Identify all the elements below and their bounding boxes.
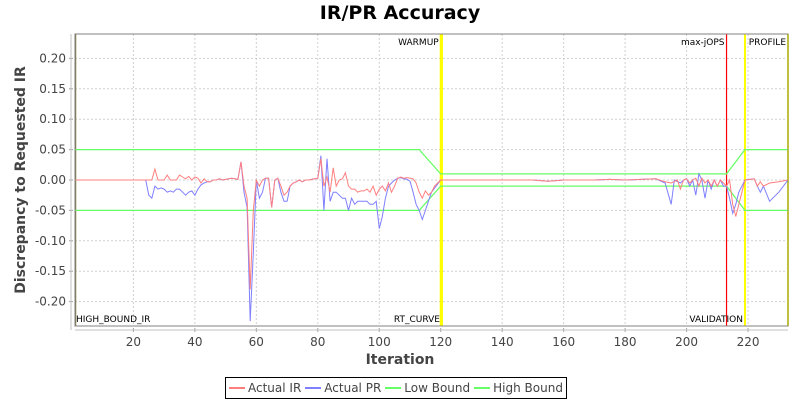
- marker-label: HIGH_BOUND_IR: [76, 315, 150, 325]
- y-tick-label: 0.10: [39, 112, 66, 126]
- legend-swatch-icon: [305, 387, 322, 389]
- y-tick-label: -0.05: [35, 203, 66, 217]
- x-tick-label: 160: [552, 335, 575, 349]
- x-tick-label: 80: [310, 335, 325, 349]
- y-tick-label: -0.20: [35, 295, 66, 309]
- y-tick-label: 0.05: [39, 143, 66, 157]
- legend-label: Low Bound: [404, 381, 471, 395]
- y-axis-ticks: 0.20 0.15 0.10 0.05 0.00 -0.05 -0.10 -0.15 -0.20: [35, 51, 73, 309]
- y-tick-label: 0.15: [39, 82, 66, 96]
- x-tick-label: 20: [126, 335, 141, 349]
- legend-item-high-bound: High Bound: [474, 381, 563, 395]
- marker-label: max-jOPS: [681, 38, 725, 48]
- x-tick-label: 180: [614, 335, 637, 349]
- grid-lines: [75, 34, 788, 326]
- y-tick-label: -0.10: [35, 234, 66, 248]
- series-line-high-bound: [75, 148, 788, 175]
- series-line-actual-ir: [75, 158, 789, 290]
- marker-label: VALIDATION: [689, 315, 743, 325]
- series-line-low-bound: [75, 185, 788, 212]
- legend-label: Actual PR: [324, 381, 382, 395]
- chart-title: IR/PR Accuracy: [319, 2, 481, 24]
- data-series: [75, 148, 789, 322]
- x-tick-label: 60: [249, 335, 264, 349]
- x-tick-label: 100: [368, 335, 391, 349]
- y-tick-label: 0.20: [39, 51, 66, 65]
- x-tick-label: 220: [737, 335, 760, 349]
- x-tick-label: 120: [429, 335, 452, 349]
- legend-swatch-icon: [385, 387, 402, 389]
- y-tick-label: -0.15: [35, 264, 66, 278]
- marker-label: PROFILE: [749, 38, 787, 48]
- legend: Actual IR Actual PR Low Bound High Bound: [225, 377, 567, 399]
- marker-label: RT_CURVE: [394, 315, 440, 325]
- y-axis-title: Discrepancy to Requested IR: [13, 66, 29, 294]
- x-tick-label: 140: [491, 335, 514, 349]
- x-axis-title: Iteration: [366, 352, 435, 368]
- x-tick-label: 200: [675, 335, 698, 349]
- x-axis-ticks: 20 40 60 80 100 120 140 160 180 200 220: [126, 328, 760, 349]
- legend-item-actual-pr: Actual PR: [305, 381, 381, 395]
- legend-label: Actual IR: [248, 381, 302, 395]
- legend-item-low-bound: Low Bound: [385, 381, 470, 395]
- legend-swatch-icon: [474, 387, 491, 389]
- x-tick-label: 40: [187, 335, 202, 349]
- series-line-actual-pr: [75, 155, 789, 322]
- marker-label: WARMUP: [398, 38, 439, 48]
- plot-border: [74, 33, 789, 327]
- y-tick-label: 0.00: [39, 173, 66, 187]
- legend-label: High Bound: [493, 381, 563, 395]
- legend-swatch-icon: [229, 387, 245, 389]
- legend-item-actual-ir: Actual IR: [229, 381, 301, 395]
